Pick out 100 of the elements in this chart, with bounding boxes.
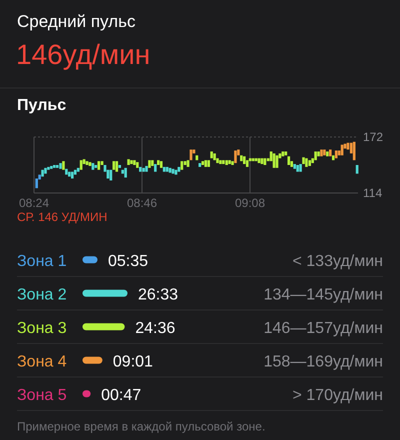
y-tick-label: 114 <box>363 186 382 200</box>
bar <box>260 158 264 164</box>
text: 146уд/мин <box>16 39 150 70</box>
data-label: 26:33 <box>138 286 178 304</box>
data-label: 05:35 <box>108 252 148 270</box>
bar <box>317 151 320 156</box>
bar <box>178 166 180 172</box>
bar <box>186 160 190 167</box>
bar <box>264 158 266 165</box>
bar <box>356 165 358 174</box>
bar <box>334 150 338 158</box>
bar <box>308 160 311 166</box>
bar <box>332 155 335 160</box>
text: 146—157уд/мин <box>264 320 383 337</box>
bar <box>41 170 44 177</box>
bar <box>196 155 198 160</box>
bar <box>346 142 350 150</box>
text: Примерное время в каждой пульсовой зоне. <box>17 420 266 434</box>
bar <box>296 165 299 172</box>
bar <box>59 163 62 169</box>
text: Средний пульс <box>17 12 136 31</box>
bar <box>287 156 290 165</box>
bar <box>329 150 332 156</box>
bar <box>246 160 249 167</box>
bar <box>314 151 317 160</box>
y-tick-label: Зона 2 <box>17 286 67 304</box>
bar <box>352 142 356 160</box>
bar <box>145 166 148 172</box>
y-tick-label: Зона 1 <box>17 252 67 270</box>
bar <box>112 161 116 170</box>
bar <box>340 144 344 156</box>
bar <box>231 161 234 165</box>
bar <box>228 160 231 164</box>
bar <box>168 168 172 173</box>
bar <box>210 151 213 158</box>
data-label: 09:01 <box>112 353 154 370</box>
bar <box>88 162 92 166</box>
bar <box>254 158 258 162</box>
y-tick-label: 172 <box>363 130 384 144</box>
bar <box>243 156 246 164</box>
bar <box>47 166 50 170</box>
bar <box>136 162 139 168</box>
bar <box>94 165 98 168</box>
bar <box>53 165 56 168</box>
bar <box>323 150 326 156</box>
bar <box>56 165 59 168</box>
bar <box>92 163 94 170</box>
bar <box>272 153 276 168</box>
text: 158—169уд/мин <box>264 353 383 370</box>
bar <box>276 155 278 168</box>
bar <box>240 155 243 162</box>
bar <box>180 161 184 170</box>
bar <box>62 161 65 170</box>
bar <box>293 164 296 169</box>
bar <box>118 165 122 168</box>
text: 134—145уд/мин <box>264 286 383 304</box>
x-tick-label: 09:08 <box>234 196 266 210</box>
bar <box>50 166 53 169</box>
bar <box>110 170 112 180</box>
bar <box>70 172 74 179</box>
bar <box>157 160 160 165</box>
bar <box>68 172 71 177</box>
bar <box>320 150 323 156</box>
bar <box>98 161 100 170</box>
y-tick-label: Зона 4 <box>17 353 67 370</box>
bar <box>204 160 208 167</box>
bar <box>151 160 154 166</box>
bar <box>225 160 228 165</box>
data-label: 00:47 <box>101 386 142 404</box>
x-tick-label: 08:46 <box>126 196 158 210</box>
x-tick-label: 08:24 <box>18 196 50 210</box>
bar <box>219 160 222 164</box>
bar <box>160 161 163 168</box>
text: > 170уд/мин <box>292 386 383 404</box>
bar <box>86 161 88 165</box>
bar <box>201 161 204 165</box>
bar <box>130 160 133 164</box>
bar <box>142 168 145 172</box>
y-tick-label: Зона 3 <box>17 320 67 337</box>
bar <box>115 161 118 172</box>
bar <box>154 164 157 172</box>
text: СР. 146 УД/МИН <box>17 210 108 224</box>
text: < 133уд/мин <box>292 252 383 270</box>
bar <box>124 168 127 178</box>
bar <box>148 160 151 168</box>
bar <box>305 158 308 167</box>
bar <box>174 170 178 175</box>
bar <box>258 158 260 164</box>
chart-title: Пульс <box>17 97 66 114</box>
bar <box>172 168 174 174</box>
bar <box>234 150 237 164</box>
bar <box>139 166 142 172</box>
bar <box>213 153 216 160</box>
bar <box>44 168 47 174</box>
bar <box>166 166 168 172</box>
bar <box>222 160 225 164</box>
bar <box>198 163 202 167</box>
data-label: 24:36 <box>135 320 176 337</box>
bar <box>326 151 329 156</box>
bar <box>65 168 68 175</box>
